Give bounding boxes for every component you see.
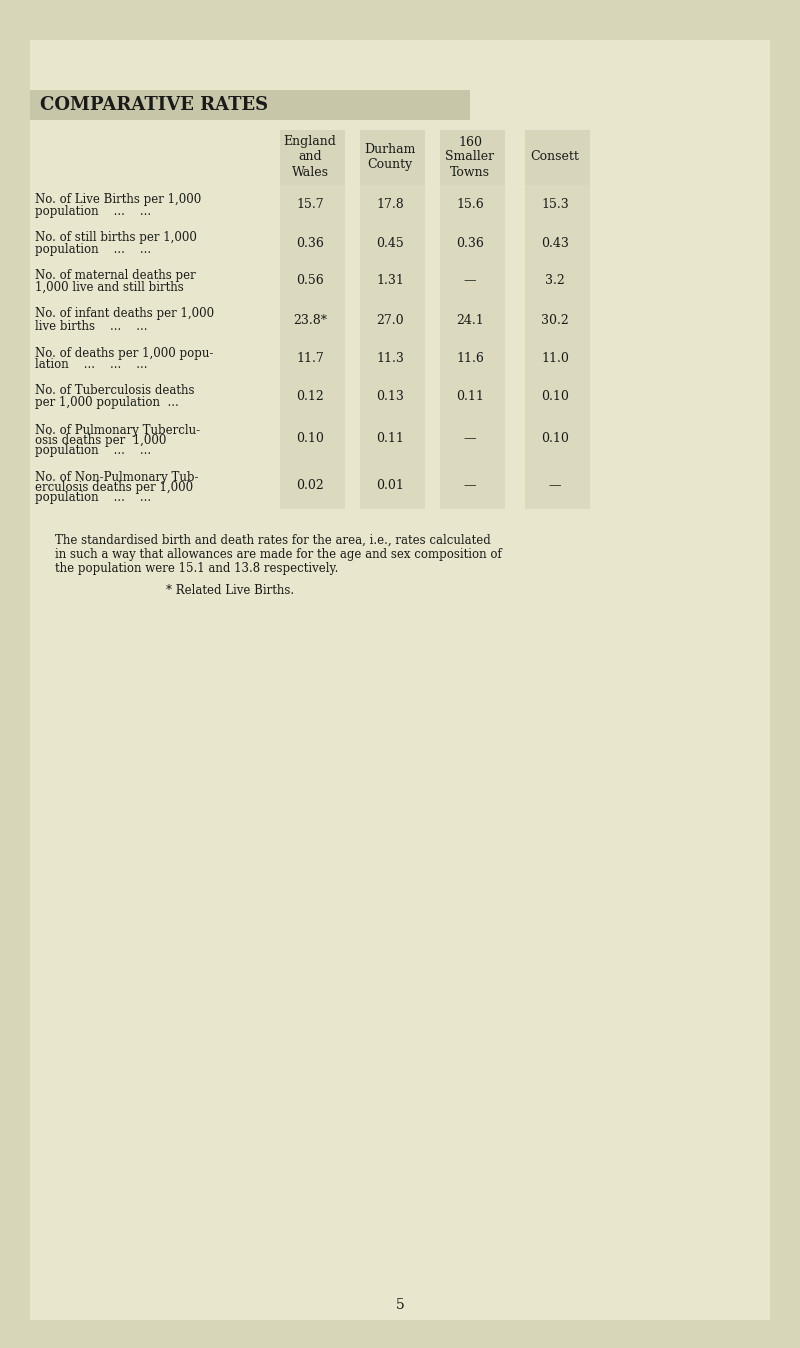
Bar	[280, 377, 345, 415]
Bar	[360, 301, 425, 340]
Text: 0.43: 0.43	[541, 237, 569, 249]
Text: 23.8*: 23.8*	[293, 314, 327, 326]
Bar	[440, 129, 505, 185]
Text: 0.11: 0.11	[376, 431, 404, 445]
Bar	[360, 129, 425, 185]
Text: —: —	[464, 479, 476, 492]
Bar	[280, 415, 345, 462]
Bar	[360, 377, 425, 415]
Text: 11.6: 11.6	[456, 352, 484, 365]
Bar	[440, 340, 505, 377]
Bar	[440, 415, 505, 462]
Text: No. of Non-Pulmonary Tub-: No. of Non-Pulmonary Tub-	[35, 470, 198, 484]
Text: population    ...    ...: population ... ...	[35, 491, 151, 504]
Text: 24.1: 24.1	[456, 314, 484, 326]
Bar	[360, 225, 425, 262]
Text: —: —	[464, 431, 476, 445]
Text: 160
Smaller
Towns: 160 Smaller Towns	[446, 136, 494, 178]
Text: 0.02: 0.02	[296, 479, 324, 492]
Bar	[280, 340, 345, 377]
Bar	[360, 262, 425, 301]
Text: The standardised birth and death rates for the area, i.e., rates calculated: The standardised birth and death rates f…	[55, 534, 490, 547]
Text: 0.12: 0.12	[296, 390, 324, 403]
Bar	[440, 301, 505, 340]
Bar	[30, 90, 470, 120]
Text: * Related Live Births.: * Related Live Births.	[166, 584, 294, 597]
Text: 11.0: 11.0	[541, 352, 569, 365]
Text: Consett: Consett	[530, 151, 579, 163]
Text: 0.10: 0.10	[541, 390, 569, 403]
Text: 0.01: 0.01	[376, 479, 404, 492]
Text: 11.3: 11.3	[376, 352, 404, 365]
Text: 0.10: 0.10	[296, 431, 324, 445]
Text: COMPARATIVE RATES: COMPARATIVE RATES	[40, 96, 268, 115]
Text: —: —	[549, 479, 562, 492]
Text: 0.56: 0.56	[296, 275, 324, 287]
Text: 30.2: 30.2	[541, 314, 569, 326]
Text: osis deaths per  1,000: osis deaths per 1,000	[35, 434, 166, 448]
Text: No. of Live Births per 1,000: No. of Live Births per 1,000	[35, 193, 202, 205]
Text: 17.8: 17.8	[376, 198, 404, 212]
Bar	[440, 462, 505, 510]
Bar	[440, 225, 505, 262]
Text: 15.7: 15.7	[296, 198, 324, 212]
Bar	[525, 262, 590, 301]
Text: England
and
Wales: England and Wales	[283, 136, 337, 178]
Text: Durham
County: Durham County	[364, 143, 416, 171]
Text: live births    ...    ...: live births ... ...	[35, 319, 147, 333]
Text: in such a way that allowances are made for the age and sex composition of: in such a way that allowances are made f…	[55, 549, 502, 561]
Bar	[525, 185, 590, 225]
Bar	[525, 377, 590, 415]
Text: 5: 5	[396, 1298, 404, 1312]
Text: per 1,000 population  ...: per 1,000 population ...	[35, 396, 178, 408]
Text: population    ...    ...: population ... ...	[35, 243, 151, 256]
Bar	[525, 225, 590, 262]
Bar	[280, 225, 345, 262]
Bar	[525, 301, 590, 340]
Bar	[280, 462, 345, 510]
Bar	[525, 462, 590, 510]
Text: No. of infant deaths per 1,000: No. of infant deaths per 1,000	[35, 307, 214, 321]
Text: 0.13: 0.13	[376, 390, 404, 403]
Bar	[360, 462, 425, 510]
Text: population    ...    ...: population ... ...	[35, 443, 151, 457]
Text: 15.3: 15.3	[541, 198, 569, 212]
Text: 11.7: 11.7	[296, 352, 324, 365]
Text: 0.10: 0.10	[541, 431, 569, 445]
Text: 1.31: 1.31	[376, 275, 404, 287]
Text: the population were 15.1 and 13.8 respectively.: the population were 15.1 and 13.8 respec…	[55, 562, 338, 576]
Text: 27.0: 27.0	[376, 314, 404, 326]
Bar	[360, 185, 425, 225]
Text: No. of maternal deaths per: No. of maternal deaths per	[35, 268, 196, 282]
Bar	[525, 415, 590, 462]
Bar	[440, 185, 505, 225]
Text: No. of Tuberculosis deaths: No. of Tuberculosis deaths	[35, 384, 194, 398]
Bar	[360, 415, 425, 462]
Text: 0.36: 0.36	[296, 237, 324, 249]
Text: 3.2: 3.2	[545, 275, 565, 287]
Text: No. of deaths per 1,000 popu-: No. of deaths per 1,000 popu-	[35, 346, 214, 360]
Text: erculosis deaths per 1,000: erculosis deaths per 1,000	[35, 481, 193, 493]
Text: 1,000 live and still births: 1,000 live and still births	[35, 280, 184, 294]
Bar	[360, 340, 425, 377]
Bar	[440, 377, 505, 415]
Bar	[280, 129, 345, 185]
Text: No. of Pulmonary Tuberclu-: No. of Pulmonary Tuberclu-	[35, 425, 200, 437]
Bar	[280, 262, 345, 301]
Text: —: —	[464, 275, 476, 287]
Text: lation    ...    ...    ...: lation ... ... ...	[35, 359, 147, 372]
Bar	[525, 129, 590, 185]
Text: 0.36: 0.36	[456, 237, 484, 249]
Bar	[280, 301, 345, 340]
Bar	[280, 185, 345, 225]
Text: 0.11: 0.11	[456, 390, 484, 403]
Text: No. of still births per 1,000: No. of still births per 1,000	[35, 231, 197, 244]
Text: 15.6: 15.6	[456, 198, 484, 212]
Bar	[525, 340, 590, 377]
Text: 0.45: 0.45	[376, 237, 404, 249]
Text: population    ...    ...: population ... ...	[35, 205, 151, 217]
Bar	[440, 262, 505, 301]
